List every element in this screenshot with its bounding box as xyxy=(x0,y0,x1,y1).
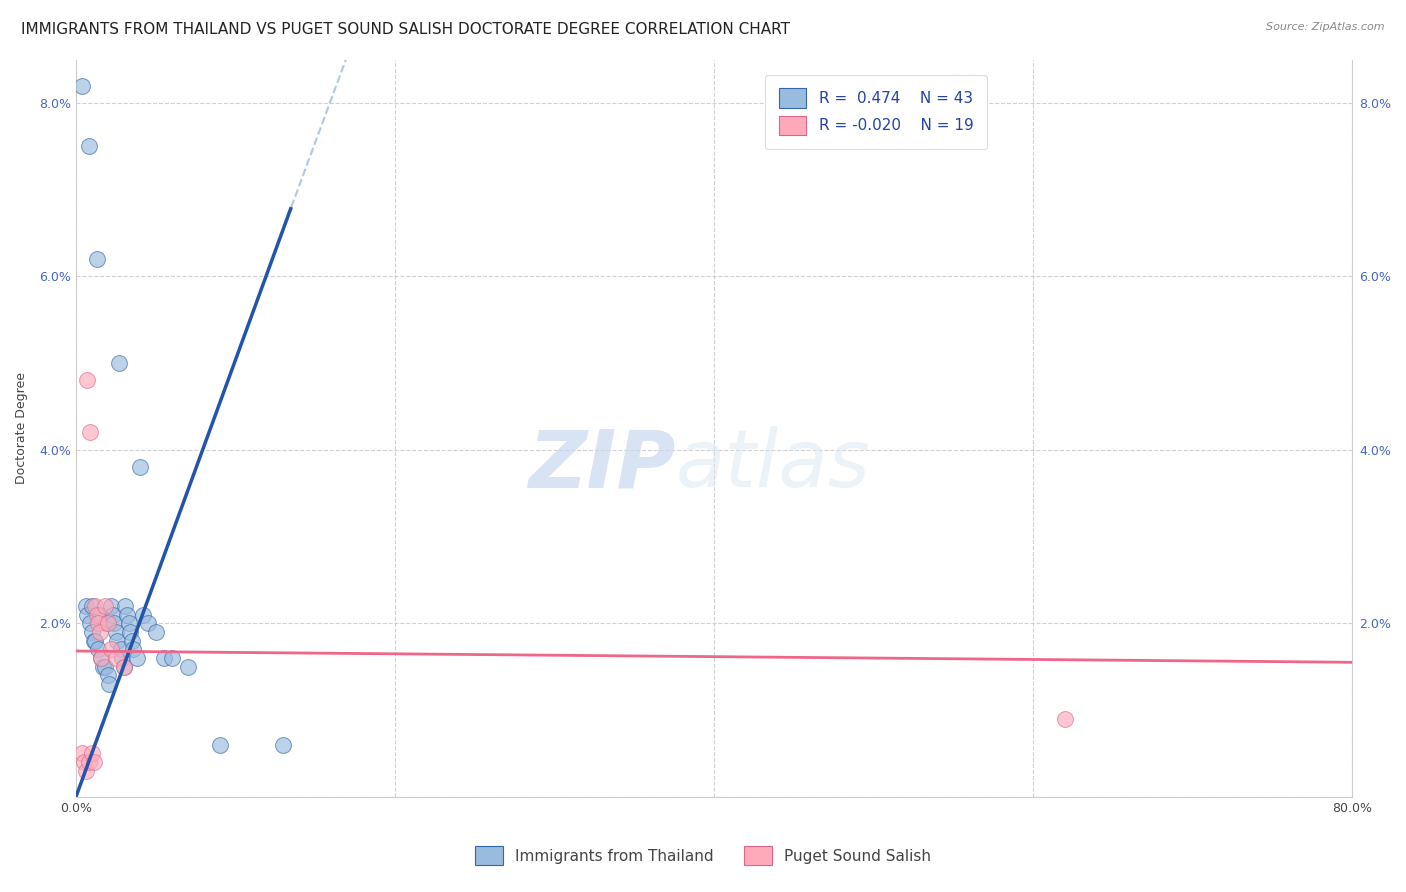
Point xyxy=(145,624,167,639)
Point xyxy=(83,755,105,769)
Text: IMMIGRANTS FROM THAILAND VS PUGET SOUND SALISH DOCTORATE DEGREE CORRELATION CHAR: IMMIGRANTS FROM THAILAND VS PUGET SOUND … xyxy=(21,22,790,37)
Point xyxy=(72,78,94,93)
Point xyxy=(97,616,120,631)
Point xyxy=(136,616,159,631)
Point xyxy=(132,607,155,622)
Point xyxy=(77,139,100,153)
Point xyxy=(89,607,111,622)
Point xyxy=(97,668,120,682)
Point xyxy=(75,599,97,613)
Point xyxy=(87,642,110,657)
Point xyxy=(107,633,129,648)
Point xyxy=(84,633,107,648)
Point xyxy=(86,607,108,622)
Point xyxy=(83,633,105,648)
Point xyxy=(93,599,115,613)
Text: ZIP: ZIP xyxy=(529,426,676,504)
Point xyxy=(104,651,127,665)
Point xyxy=(121,633,143,648)
Point xyxy=(117,616,139,631)
Point xyxy=(112,659,135,673)
Point xyxy=(80,747,103,761)
Point xyxy=(1053,712,1076,726)
Point xyxy=(122,642,145,657)
Point xyxy=(87,616,110,631)
Point xyxy=(79,616,101,631)
Y-axis label: Doctorate Degree: Doctorate Degree xyxy=(15,372,28,484)
Point xyxy=(103,616,125,631)
Point xyxy=(125,651,148,665)
Legend: R =  0.474    N = 43, R = -0.020    N = 19: R = 0.474 N = 43, R = -0.020 N = 19 xyxy=(765,75,987,149)
Point xyxy=(76,374,98,388)
Text: atlas: atlas xyxy=(676,426,870,504)
Point xyxy=(73,755,96,769)
Point xyxy=(152,651,174,665)
Point xyxy=(90,651,112,665)
Point xyxy=(86,252,108,266)
Point xyxy=(100,599,122,613)
Point xyxy=(120,624,142,639)
Point xyxy=(76,607,98,622)
Point xyxy=(114,599,136,613)
Point xyxy=(110,642,132,657)
Point xyxy=(104,624,127,639)
Point xyxy=(160,651,183,665)
Point xyxy=(77,755,100,769)
Point xyxy=(80,599,103,613)
Point xyxy=(273,738,295,752)
Point xyxy=(98,677,121,691)
Point xyxy=(84,599,107,613)
Point xyxy=(75,764,97,778)
Point xyxy=(91,659,114,673)
Text: Source: ZipAtlas.com: Source: ZipAtlas.com xyxy=(1267,22,1385,32)
Point xyxy=(108,356,131,370)
Point xyxy=(80,624,103,639)
Point xyxy=(176,659,198,673)
Point xyxy=(96,616,118,631)
Point xyxy=(72,747,94,761)
Point xyxy=(112,659,135,673)
Point xyxy=(90,651,112,665)
Point xyxy=(111,651,134,665)
Legend: Immigrants from Thailand, Puget Sound Salish: Immigrants from Thailand, Puget Sound Sa… xyxy=(470,840,936,871)
Point xyxy=(208,738,231,752)
Point xyxy=(100,642,122,657)
Point xyxy=(115,607,138,622)
Point xyxy=(89,624,111,639)
Point xyxy=(79,425,101,440)
Point xyxy=(128,460,150,475)
Point xyxy=(93,659,115,673)
Point xyxy=(101,607,124,622)
